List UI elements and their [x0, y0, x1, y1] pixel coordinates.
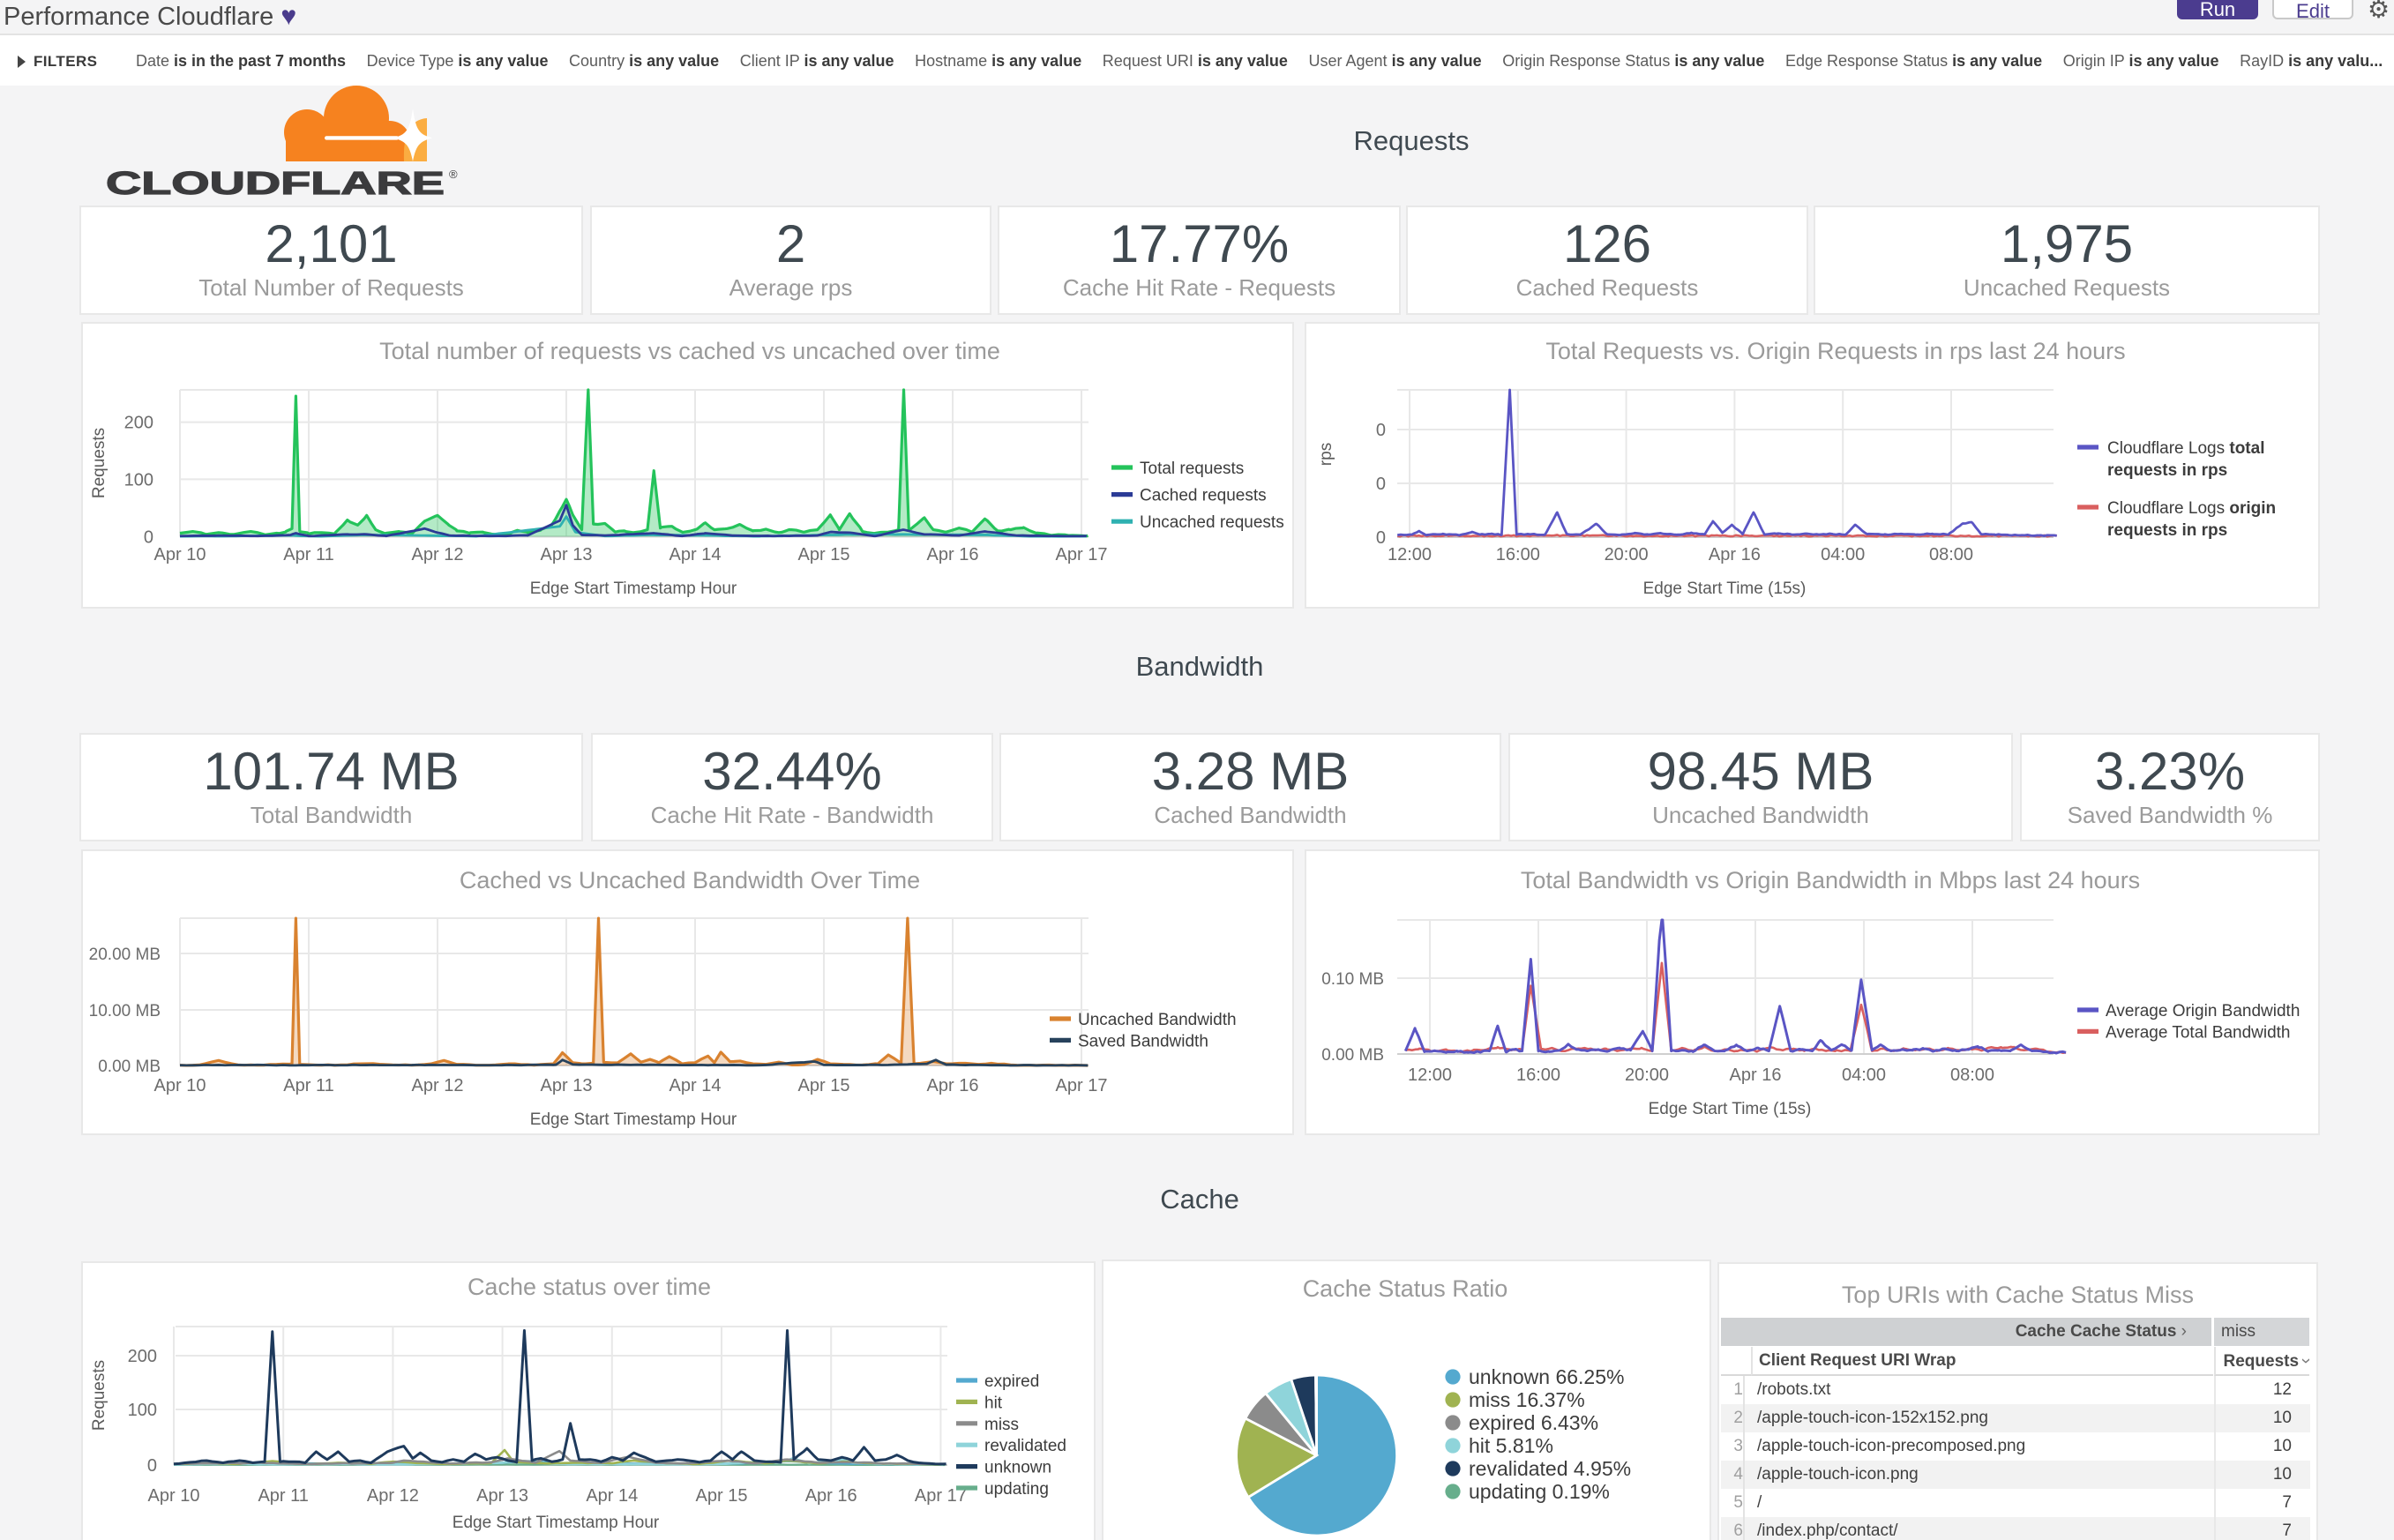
svg-text:Cloudflare Logs total: Cloudflare Logs total [2107, 439, 2264, 458]
svg-text:Apr 10: Apr 10 [154, 1076, 206, 1095]
svg-text:Cached requests: Cached requests [1140, 487, 1267, 505]
svg-text:miss: miss [984, 1416, 1019, 1434]
svg-text:Apr 11: Apr 11 [258, 1486, 308, 1506]
svg-text:Edge Start Time (15s): Edge Start Time (15s) [1649, 1100, 1812, 1118]
svg-text:Total number of requests vs ca: Total number of requests vs cached vs un… [379, 338, 1000, 364]
svg-text:04:00: 04:00 [1821, 545, 1865, 564]
svg-text:Apr 15: Apr 15 [798, 545, 850, 564]
svg-text:Cached vs Uncached Bandwidth O: Cached vs Uncached Bandwidth Over Time [460, 867, 920, 893]
svg-text:unknown 66.25%: unknown 66.25% [1469, 1365, 1624, 1388]
svg-text:Apr 15: Apr 15 [696, 1486, 748, 1506]
svg-text:Apr 15: Apr 15 [798, 1076, 850, 1095]
svg-text:Apr 17: Apr 17 [915, 1486, 967, 1506]
svg-text:20:00: 20:00 [1625, 1065, 1669, 1085]
svg-text:0: 0 [1376, 528, 1386, 548]
svg-text:unknown: unknown [984, 1459, 1051, 1477]
svg-text:04:00: 04:00 [1842, 1065, 1886, 1085]
svg-text:Average Origin Bandwidth: Average Origin Bandwidth [2106, 1002, 2300, 1020]
svg-text:revalidated 4.95%: revalidated 4.95% [1469, 1457, 1631, 1480]
svg-text:updating 0.19%: updating 0.19% [1469, 1480, 1610, 1503]
svg-text:Average Total Bandwidth: Average Total Bandwidth [2106, 1023, 2291, 1042]
svg-text:Apr 12: Apr 12 [412, 1076, 464, 1095]
svg-text:Apr 14: Apr 14 [586, 1486, 638, 1506]
svg-text:rps: rps [1317, 443, 1335, 466]
svg-text:Apr 10: Apr 10 [154, 545, 206, 564]
svg-text:Apr 16: Apr 16 [927, 1076, 979, 1095]
svg-text:0: 0 [144, 527, 153, 547]
svg-text:Apr 12: Apr 12 [367, 1486, 419, 1506]
svg-text:updating: updating [984, 1480, 1049, 1499]
svg-text:Apr 16: Apr 16 [927, 545, 979, 564]
svg-text:requests in rps: requests in rps [2107, 521, 2227, 540]
svg-text:miss 16.37%: miss 16.37% [1469, 1388, 1585, 1411]
svg-text:Apr 12: Apr 12 [412, 545, 464, 564]
svg-text:Cache Status Ratio: Cache Status Ratio [1303, 1275, 1508, 1302]
svg-text:hit: hit [984, 1394, 1003, 1412]
svg-text:200: 200 [124, 414, 153, 433]
svg-text:Apr 10: Apr 10 [148, 1486, 200, 1506]
svg-text:16:00: 16:00 [1516, 1065, 1560, 1085]
svg-text:revalidated: revalidated [984, 1437, 1066, 1455]
svg-text:hit 5.81%: hit 5.81% [1469, 1434, 1553, 1457]
svg-text:0.00 MB: 0.00 MB [1321, 1046, 1384, 1065]
svg-text:Uncached requests: Uncached requests [1140, 513, 1284, 532]
svg-text:0.00 MB: 0.00 MB [98, 1058, 161, 1076]
svg-text:requests in rps: requests in rps [2107, 461, 2227, 480]
svg-text:Edge Start Timestamp Hour: Edge Start Timestamp Hour [530, 1110, 737, 1129]
svg-text:0.10 MB: 0.10 MB [1321, 970, 1384, 989]
svg-text:expired: expired [984, 1372, 1039, 1391]
svg-text:Apr 11: Apr 11 [283, 545, 333, 564]
svg-text:Edge Start Timestamp Hour: Edge Start Timestamp Hour [530, 579, 737, 598]
svg-text:Apr 13: Apr 13 [541, 545, 593, 564]
svg-text:Apr 14: Apr 14 [670, 1076, 722, 1095]
svg-text:08:00: 08:00 [1950, 1065, 1994, 1085]
svg-text:12:00: 12:00 [1388, 545, 1432, 564]
svg-text:Apr 13: Apr 13 [476, 1486, 528, 1506]
svg-text:Apr 17: Apr 17 [1056, 1076, 1108, 1095]
svg-text:Total Bandwidth vs Origin Band: Total Bandwidth vs Origin Bandwidth in M… [1521, 867, 2140, 893]
svg-text:Edge Start Time (15s): Edge Start Time (15s) [1643, 579, 1807, 598]
svg-text:100: 100 [128, 1401, 157, 1420]
svg-text:Uncached Bandwidth: Uncached Bandwidth [1078, 1011, 1237, 1029]
svg-text:®: ® [449, 168, 458, 181]
svg-text:100: 100 [124, 470, 153, 490]
svg-text:12:00: 12:00 [1408, 1065, 1452, 1085]
svg-text:Requests: Requests [90, 428, 108, 498]
svg-text:20:00: 20:00 [1605, 545, 1649, 564]
svg-text:CLOUDFLARE: CLOUDFLARE [106, 165, 445, 201]
svg-text:Apr 14: Apr 14 [670, 545, 722, 564]
svg-text:Saved Bandwidth: Saved Bandwidth [1078, 1032, 1208, 1050]
svg-text:10.00 MB: 10.00 MB [89, 1002, 161, 1020]
svg-text:Apr 16: Apr 16 [1730, 1065, 1782, 1085]
svg-text:expired 6.43%: expired 6.43% [1469, 1411, 1598, 1434]
svg-text:Cloudflare Logs origin: Cloudflare Logs origin [2107, 499, 2276, 518]
svg-text:0: 0 [1376, 475, 1386, 494]
svg-text:Requests: Requests [90, 1360, 108, 1431]
svg-text:20.00 MB: 20.00 MB [89, 946, 161, 964]
svg-text:Edge Start Timestamp Hour: Edge Start Timestamp Hour [453, 1514, 660, 1532]
svg-text:Apr 16: Apr 16 [805, 1486, 857, 1506]
svg-text:Cache status over time: Cache status over time [468, 1274, 711, 1300]
svg-text:Apr 17: Apr 17 [1056, 545, 1108, 564]
svg-text:200: 200 [128, 1347, 157, 1366]
svg-text:Apr 11: Apr 11 [283, 1076, 333, 1095]
svg-text:Apr 16: Apr 16 [1709, 545, 1761, 564]
svg-text:0: 0 [147, 1456, 157, 1476]
svg-text:Total requests: Total requests [1140, 460, 1244, 478]
svg-text:08:00: 08:00 [1929, 545, 1973, 564]
svg-text:16:00: 16:00 [1496, 545, 1540, 564]
svg-text:0: 0 [1376, 421, 1386, 440]
svg-text:Total Requests vs. Origin Requ: Total Requests vs. Origin Requests in rp… [1545, 338, 2125, 364]
svg-text:Apr 13: Apr 13 [541, 1076, 593, 1095]
